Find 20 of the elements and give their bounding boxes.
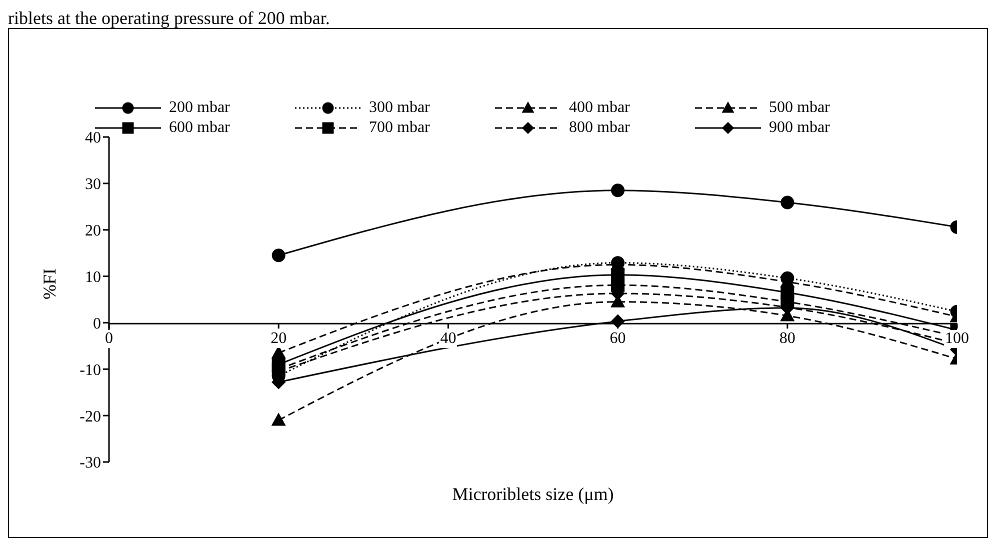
y-tick-label: 40 — [85, 130, 101, 147]
y-tick-label: -20 — [80, 408, 101, 426]
y-tick-label: 0 — [93, 315, 101, 332]
legend-label: 400 mbar — [569, 99, 630, 117]
legend-label: 700 mbar — [369, 119, 430, 137]
y-axis-title: %FI — [39, 268, 60, 300]
x-axis-title: Microriblets size (μm) — [452, 484, 614, 504]
text: riblets at the operating pressure of 200 mbar. — [8, 8, 331, 28]
y-tick-label: -10 — [80, 362, 101, 379]
legend-label: 300 mbar — [369, 99, 430, 117]
y-tick-label: -30 — [80, 454, 101, 472]
y-tick-label: 30 — [85, 176, 101, 194]
legend-label: 200 mbar — [169, 99, 230, 117]
legend-label: 800 mbar — [569, 119, 630, 137]
y-tick-label: 10 — [85, 268, 101, 286]
legend-label: 600 mbar — [169, 119, 230, 137]
legend-label: 500 mbar — [769, 99, 830, 117]
y-tick-label: 20 — [85, 222, 101, 240]
x-tick-label: 0 — [104, 330, 114, 348]
legend-label: 900 mbar — [769, 119, 830, 137]
